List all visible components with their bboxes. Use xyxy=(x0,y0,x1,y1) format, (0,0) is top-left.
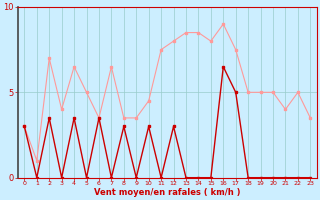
X-axis label: Vent moyen/en rafales ( km/h ): Vent moyen/en rafales ( km/h ) xyxy=(94,188,241,197)
